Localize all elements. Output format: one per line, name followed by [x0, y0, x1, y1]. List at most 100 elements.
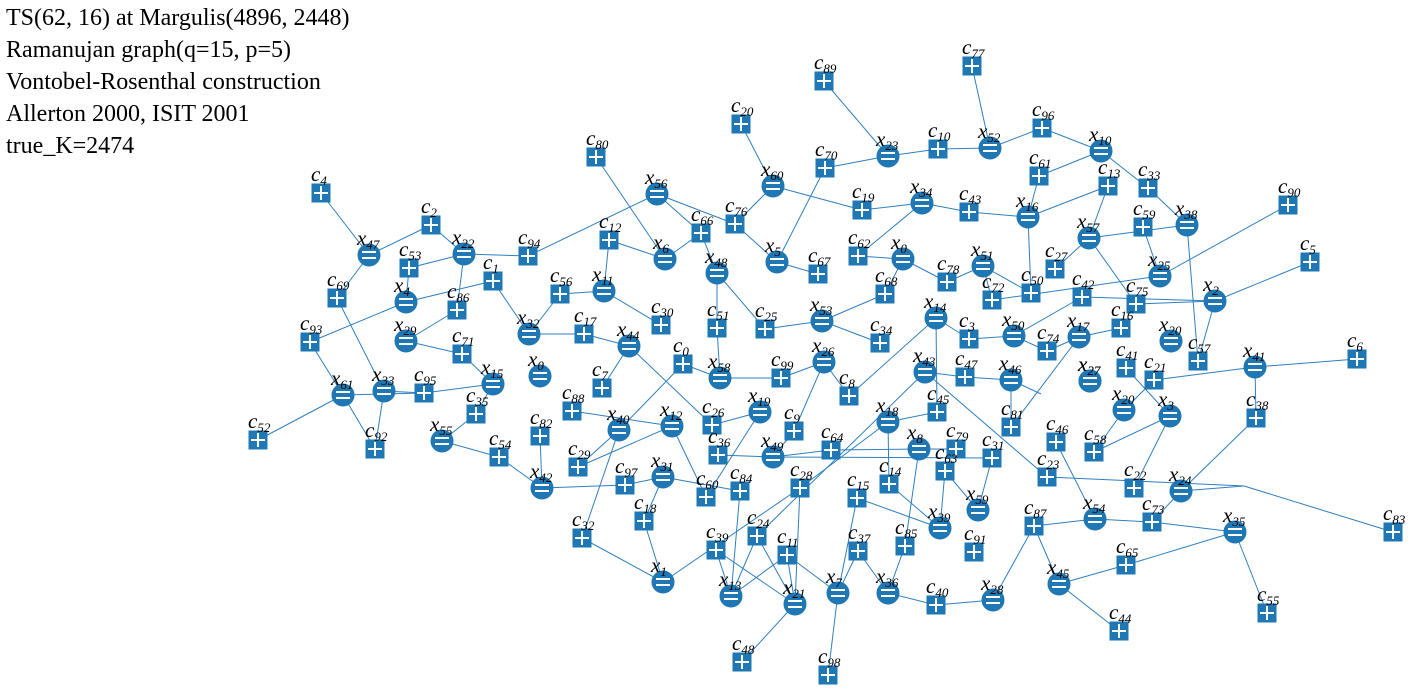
node-label-x40: x40 — [606, 401, 630, 427]
check-node-c13 — [1098, 176, 1118, 196]
node-label-c23: c23 — [1037, 446, 1060, 472]
edge-x39-c15 — [856, 497, 941, 529]
node-label-c93: c93 — [300, 311, 323, 337]
edge-x4-c93 — [309, 301, 407, 343]
check-node-c32 — [572, 528, 592, 548]
node-label-c6: c6 — [1347, 328, 1363, 354]
variable-node-x45 — [1047, 572, 1071, 596]
check-node-c47 — [955, 367, 975, 387]
variable-node-x27b — [1078, 369, 1102, 393]
node-label-c41: c41 — [1116, 337, 1138, 363]
check-node-c75 — [1126, 294, 1146, 314]
variable-node-x26 — [812, 350, 836, 374]
node-label-c66: c66 — [691, 202, 714, 228]
node-label-x32: x32 — [516, 305, 540, 331]
variable-node-x35 — [1223, 520, 1247, 544]
edge-x35-c55 — [1234, 531, 1268, 614]
node-label-c13: c13 — [1098, 155, 1121, 181]
graph-labels: x0 x0 x1 x2 x3 x4 x5 x6 x7 x8 x10 x11 x12 x13 x14 x15 x1… — [248, 35, 1406, 670]
edge-c24-x21 — [756, 535, 796, 605]
variable-node-x24 — [1169, 479, 1193, 503]
variable-node-x44 — [617, 334, 641, 358]
node-label-x29: x29 — [393, 312, 417, 338]
node-label-c80: c80 — [586, 126, 609, 152]
variable-node-x39 — [928, 516, 952, 540]
variable-node-x61 — [331, 383, 355, 407]
node-label-c68: c68 — [875, 263, 898, 289]
node-label-x11: x11 — [591, 262, 613, 288]
check-node-c46 — [1046, 432, 1066, 452]
edge-c85-x8 — [904, 448, 920, 547]
edge-x12-c88 — [571, 410, 673, 427]
node-label-x49: x49 — [760, 428, 784, 454]
node-label-x47: x47 — [356, 226, 380, 252]
check-node-c63 — [935, 461, 955, 481]
node-label-x18: x18 — [875, 393, 899, 419]
edge-c38-x24 — [1180, 417, 1257, 492]
node-label-x42: x42 — [529, 459, 553, 485]
variable-node-x59 — [966, 498, 990, 522]
node-label-c21: c21 — [1144, 349, 1166, 375]
node-label-x60: x60 — [760, 157, 784, 183]
node-label-c60: c60 — [696, 466, 719, 492]
check-node-c40 — [926, 595, 946, 615]
edge-x61-c52 — [257, 394, 344, 441]
node-label-x8: x8 — [906, 420, 923, 446]
node-label-c40: c40 — [926, 574, 949, 600]
node-label-c45: c45 — [927, 381, 950, 407]
node-label-x28: x28 — [980, 571, 1004, 597]
node-label-x35: x35 — [1222, 503, 1246, 529]
edge-x2-c42 — [1081, 296, 1216, 302]
variable-node-x4 — [394, 290, 418, 314]
check-node-c93 — [300, 332, 320, 352]
check-node-c24 — [747, 526, 767, 546]
node-label-x33: x33 — [371, 362, 395, 388]
check-node-c36 — [708, 445, 728, 465]
variable-node-x14 — [924, 306, 948, 330]
node-label-c91: c91 — [964, 521, 986, 547]
node-label-x26: x26 — [811, 333, 835, 359]
check-node-c84 — [730, 481, 750, 501]
check-node-c60 — [696, 487, 716, 507]
node-label-x48: x48 — [704, 244, 728, 270]
check-node-c34 — [870, 333, 890, 353]
check-node-c91 — [964, 542, 984, 562]
check-node-c88 — [562, 401, 582, 421]
check-node-c3 — [959, 329, 979, 349]
node-label-x45: x45 — [1046, 555, 1070, 581]
node-label-c12: c12 — [599, 209, 622, 235]
check-node-c94 — [518, 246, 538, 266]
edge-x7-c98 — [827, 592, 839, 676]
check-node-c68 — [875, 284, 895, 304]
node-label-c56: c56 — [550, 263, 573, 289]
node-label-c94: c94 — [518, 225, 541, 251]
node-label-c8: c8 — [839, 365, 855, 391]
node-label-x2: x2 — [1202, 272, 1219, 298]
variable-node-x19 — [748, 400, 772, 424]
check-node-c22 — [1124, 478, 1144, 498]
node-label-c90: c90 — [1278, 174, 1301, 200]
node-label-c83: c83 — [1383, 501, 1406, 527]
node-label-c32: c32 — [572, 507, 595, 533]
check-node-c27 — [1045, 259, 1065, 279]
node-label-x7: x7 — [825, 564, 842, 590]
edge-c90-x25 — [1159, 204, 1289, 277]
check-node-c33 — [1138, 178, 1158, 198]
variable-node-x15 — [481, 372, 505, 396]
node-label-c71: c71 — [452, 323, 474, 349]
edge-x56-c76 — [656, 193, 736, 225]
edge-c75-x2 — [1135, 300, 1216, 305]
edge-c60-x12 — [671, 425, 707, 498]
variable-node-x58 — [708, 366, 732, 390]
node-label-c15: c15 — [847, 467, 870, 493]
check-node-c98 — [818, 665, 838, 685]
node-label-x22: x22 — [451, 225, 475, 251]
check-node-c54 — [489, 447, 509, 467]
edge-x17-c81 — [1010, 336, 1080, 428]
variable-node-x40 — [607, 418, 631, 442]
node-label-c70: c70 — [815, 137, 838, 163]
graph-nodes — [248, 56, 1403, 685]
check-node-c41 — [1116, 358, 1136, 378]
edge-c97-x42 — [541, 484, 626, 489]
variable-node-x32 — [517, 322, 541, 346]
